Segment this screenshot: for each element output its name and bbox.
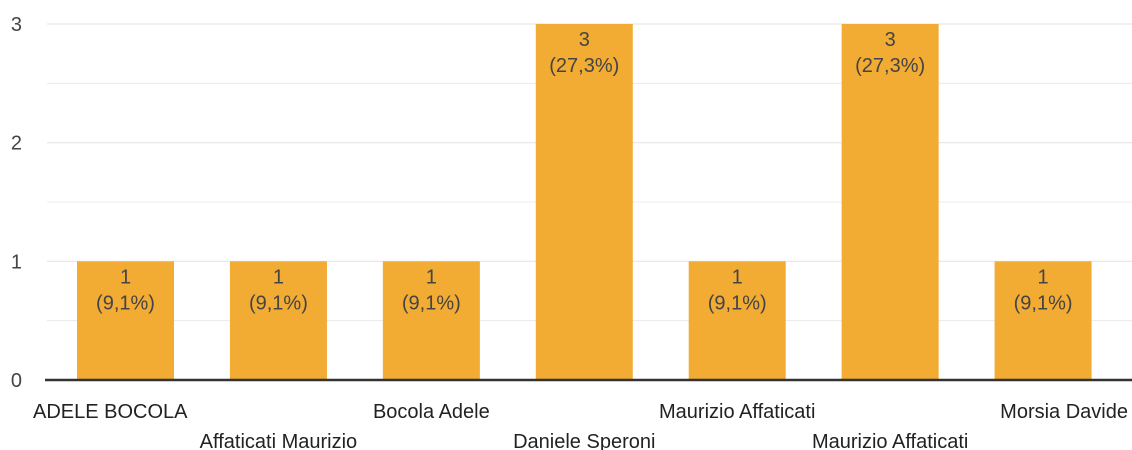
data-label-value: 1 [1038, 266, 1049, 288]
data-label-percent: (9,1%) [402, 292, 461, 314]
data-label-percent: (9,1%) [708, 292, 767, 314]
bar [229, 261, 327, 380]
y-tick-label: 3 [11, 14, 22, 36]
data-label-value: 3 [885, 29, 896, 51]
bars [77, 24, 1092, 380]
data-label-percent: (27,3%) [855, 55, 925, 77]
y-tick-label: 0 [11, 370, 22, 392]
x-axis-category-labels: ADELE BOCOLA Affaticati Maurizio Bocola Ad… [33, 401, 1128, 450]
data-label-percent: (27,3%) [549, 55, 619, 77]
bar [841, 24, 939, 380]
data-label-value: 1 [120, 266, 131, 288]
x-category-label: Maurizio Affaticati [812, 431, 968, 450]
bar [994, 261, 1092, 380]
x-category-label: ADELE BOCOLA [33, 401, 188, 423]
data-label-percent: (9,1%) [96, 292, 155, 314]
y-axis-ticks: 0 1 2 3 [11, 14, 22, 392]
bar [535, 24, 633, 380]
x-category-label: Daniele Speroni [513, 431, 655, 450]
data-label-value: 1 [732, 266, 743, 288]
data-label-value: 1 [273, 266, 284, 288]
x-category-label: Morsia Davide [1000, 401, 1128, 423]
data-label-value: 3 [579, 29, 590, 51]
data-label-percent: (9,1%) [249, 292, 308, 314]
x-category-label: Maurizio Affaticati [659, 401, 815, 423]
data-label-percent: (9,1%) [1014, 292, 1073, 314]
bar [77, 261, 174, 380]
y-tick-label: 1 [11, 251, 22, 273]
y-tick-label: 2 [11, 133, 22, 155]
data-labels: 1 (9,1%) 1 (9,1%) 1 (9,1%) 3 (27,3%) 1 (9,1%) 3 (27… [96, 29, 1072, 314]
bar [382, 261, 480, 380]
data-label-value: 1 [426, 266, 437, 288]
x-category-label: Bocola Adele [373, 401, 490, 423]
bar [688, 261, 786, 380]
x-category-label: Affaticati Maurizio [200, 431, 357, 450]
